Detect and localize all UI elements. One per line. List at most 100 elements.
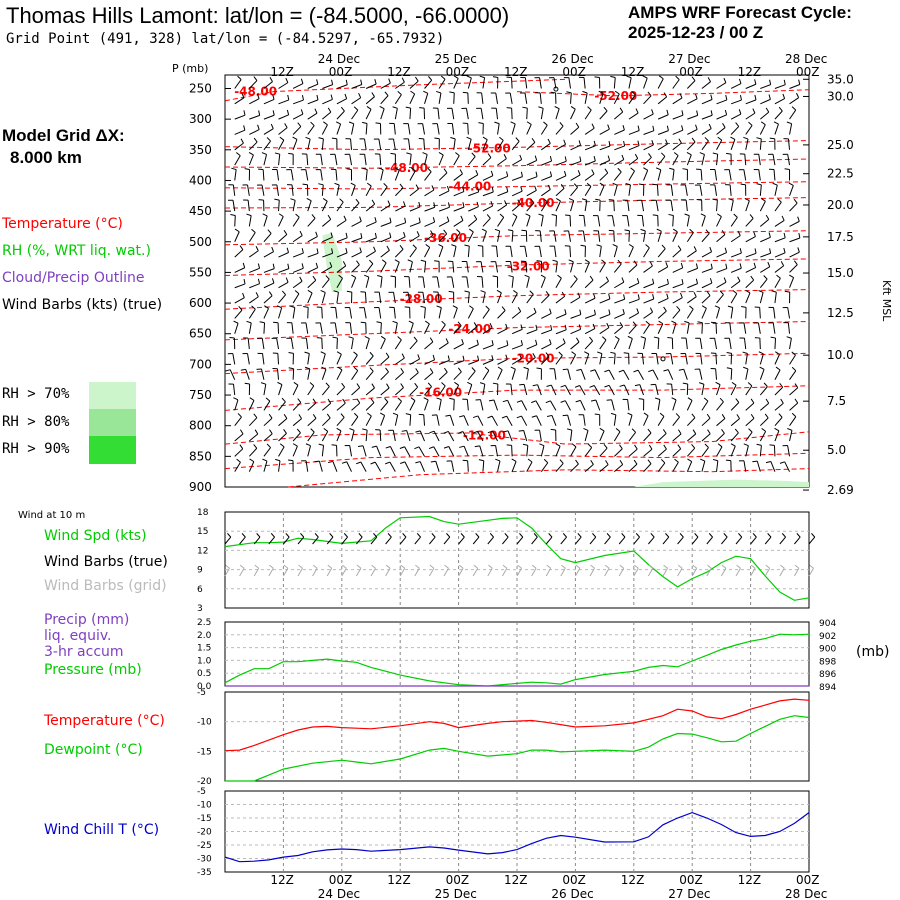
wind-barb-flag — [752, 460, 758, 463]
wind-barb-flag — [455, 152, 460, 157]
wind-barb-flag — [555, 443, 561, 447]
wind-barb — [716, 127, 726, 135]
wind-barb-flag — [369, 259, 374, 265]
wind-barb-flag — [466, 75, 472, 79]
wind-barb — [334, 154, 338, 166]
wind-barb — [789, 354, 796, 365]
windchill-ytick-label: -10 — [197, 801, 212, 811]
wind-barb — [389, 461, 396, 472]
wind-barb-flag — [579, 156, 582, 162]
wind-barb-flag — [607, 155, 611, 161]
wind-barb — [438, 233, 448, 243]
wind-barb-flag — [523, 366, 529, 370]
wind-barb — [716, 99, 728, 105]
wind-barb-flag — [601, 336, 607, 341]
wind-barb — [394, 108, 398, 120]
wind-barb — [523, 430, 528, 442]
wind-barb — [351, 402, 361, 411]
wind-barb-flag — [739, 248, 742, 254]
wind-barb-flag — [433, 202, 436, 208]
wind-barb-flag — [505, 323, 508, 329]
wind-barb-flag — [321, 366, 327, 370]
wind10m-barb-true — [472, 536, 480, 545]
wind-barb — [365, 203, 375, 212]
isotherm-label: -32.00 — [507, 259, 550, 273]
wind-barb — [380, 415, 386, 426]
wind-barb-flag — [758, 290, 764, 293]
wind-barb — [351, 237, 363, 243]
isotherm-line — [224, 431, 810, 445]
wind-barb — [745, 385, 753, 396]
wind10m-barb-true-flag — [650, 533, 655, 538]
wind-barb — [787, 445, 791, 457]
wind-barb — [468, 206, 479, 212]
wind-barb-flag — [748, 121, 753, 126]
wind-barb — [570, 108, 576, 120]
precip_pressure-y2tick-label: 896 — [819, 670, 836, 680]
wind-barb — [789, 416, 797, 426]
wind-barb-flag — [356, 383, 361, 388]
wind-barb-flag — [295, 213, 300, 218]
wind-barb-flag — [407, 259, 413, 263]
wind10m-barb-true-flag — [329, 533, 334, 538]
wind-barb — [409, 414, 412, 426]
wind-barb-flag — [296, 428, 301, 434]
wind-barb-flag — [356, 260, 360, 266]
wind10m-ytick-label: 15 — [197, 527, 208, 537]
wind-barb-flag — [671, 397, 677, 401]
temperature-ytick-label: -15 — [197, 747, 212, 757]
wind-barb — [760, 219, 770, 227]
wind10m-barb-grid — [355, 567, 362, 577]
wind-barb — [730, 217, 738, 227]
wind-barb-flag — [490, 170, 494, 176]
wind-barb — [526, 124, 532, 135]
wind-barb — [365, 221, 377, 227]
wind-barb — [453, 307, 458, 319]
wind-barb — [306, 154, 309, 166]
height-tick-label: 12.5 — [827, 306, 854, 320]
wind-barb-flag — [475, 170, 479, 176]
wind-barb-flag — [730, 443, 736, 447]
wind-barb — [321, 292, 326, 304]
wind-barb-flag — [307, 289, 313, 294]
wind-barb — [613, 338, 620, 350]
wind-barb — [774, 369, 781, 380]
isotherm-line — [224, 452, 810, 470]
wind-barb-flag — [547, 184, 551, 190]
cloud-marker — [553, 86, 559, 92]
wind-barb-flag — [510, 366, 516, 370]
wind-barb-flag — [732, 290, 738, 295]
wind-barb — [276, 338, 280, 350]
wind-barb-flag — [420, 259, 426, 262]
wind-barb — [497, 175, 508, 181]
wind-barb — [497, 310, 506, 319]
wind-barb — [730, 307, 734, 319]
wind-barb — [409, 80, 419, 89]
wind-barb-flag — [631, 91, 636, 96]
wind-barb — [685, 338, 688, 350]
wind-barb — [466, 276, 469, 288]
wind-barb — [436, 276, 440, 288]
wind10m-barb-grid-flag — [239, 564, 245, 569]
wind-barb — [422, 292, 426, 304]
wind-barb-flag — [476, 339, 479, 345]
wind-barb — [554, 246, 557, 258]
wind-barb — [613, 431, 621, 442]
wind-barb-flag — [430, 460, 436, 463]
wind-barb — [789, 109, 797, 120]
wind-barb-flag — [758, 351, 764, 355]
wind-barb — [614, 111, 624, 120]
wind-barb-flag — [715, 381, 721, 386]
wind-barb-flag — [367, 412, 372, 417]
wind-barb — [582, 230, 586, 242]
wind10m-barb-grid-flag — [546, 564, 552, 569]
wind-barb — [628, 170, 635, 181]
time-axis-bottom-hour: 00Z — [329, 873, 353, 887]
wind-barb — [495, 246, 499, 258]
wind-barb — [497, 204, 507, 212]
wind-barb — [526, 215, 531, 227]
wind-barb — [526, 142, 536, 151]
wind-barb — [453, 325, 462, 335]
wind10m-barb-true — [414, 536, 421, 545]
wind-barb-flag — [597, 351, 603, 355]
